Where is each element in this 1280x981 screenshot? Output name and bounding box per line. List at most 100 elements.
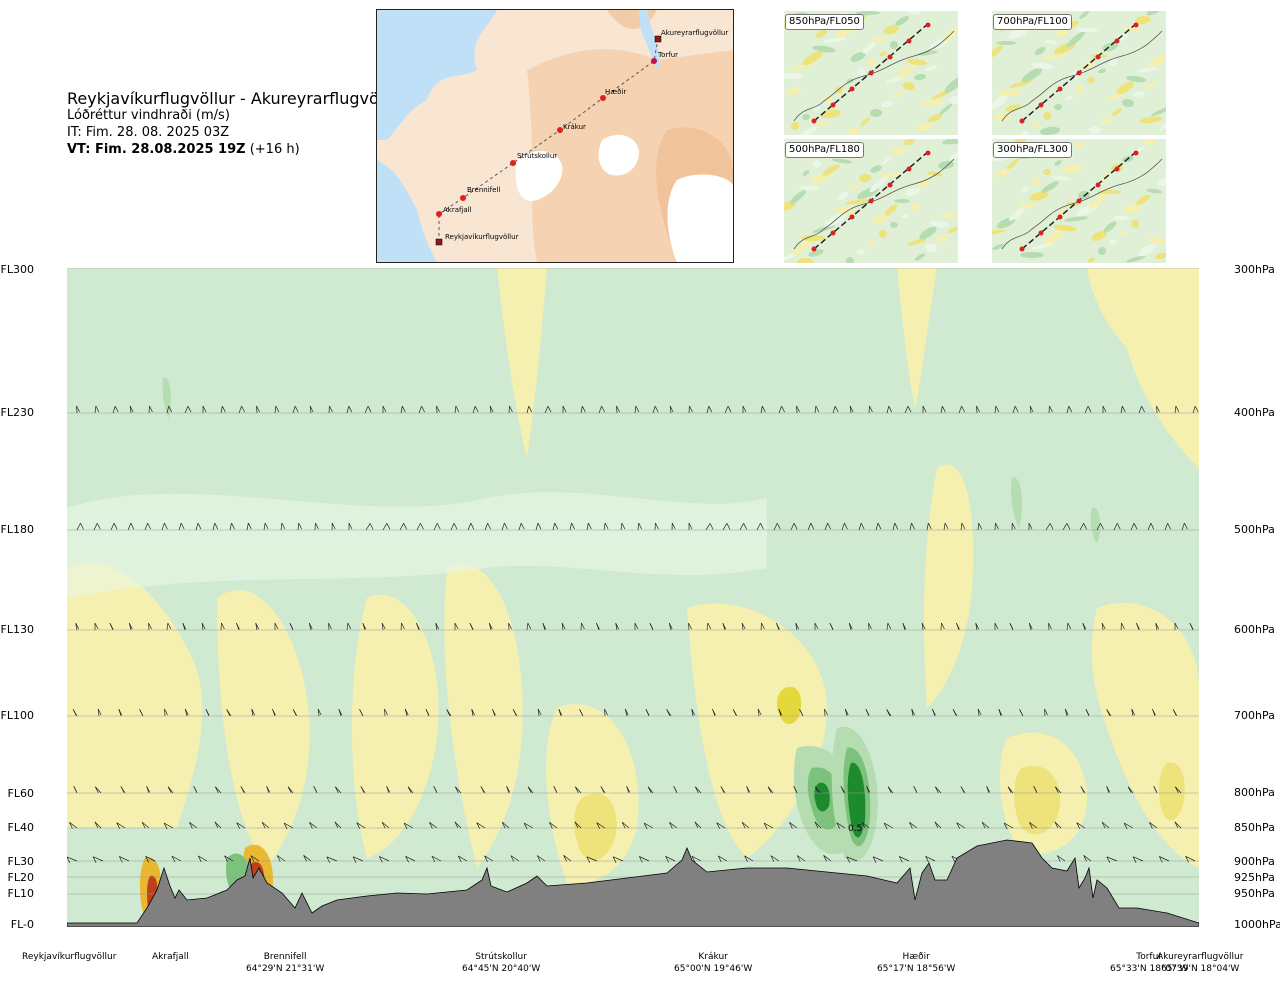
wind-barb-feather [799, 709, 803, 716]
minimap-field-blob [1031, 242, 1055, 250]
wind-barb [756, 523, 761, 531]
wind-barb-feather [1003, 822, 1008, 830]
wind-barb [739, 523, 744, 531]
wind-barb-feather [264, 522, 269, 530]
wind-barb-feather [66, 856, 71, 864]
wind-barb-feather [1067, 622, 1072, 630]
wind-barb-feather [180, 522, 185, 530]
waypoint-label: Akrafjall [152, 951, 189, 963]
minimap-field-blob [802, 113, 810, 121]
wind-barb [706, 405, 710, 414]
fl-label: FL230 [0, 406, 34, 419]
wind-barb-feather [743, 523, 747, 530]
wind-barb-feather [119, 856, 123, 863]
minimap-field-blob [1021, 67, 1043, 83]
wind-barb-feather [147, 522, 151, 530]
wind-barb-feather [934, 821, 939, 829]
wind-barb-feather [331, 522, 336, 530]
wind-barb-feather [1014, 405, 1019, 413]
wind-barb [883, 822, 894, 829]
minimap-field-blob [949, 96, 958, 104]
wind-barb-feather [1066, 523, 1071, 530]
wind-barb-feather [189, 822, 193, 829]
minimap-field-blob [860, 117, 870, 127]
wind-barb [722, 523, 728, 531]
wind-barb [161, 523, 165, 531]
wind-barb-feather [669, 405, 674, 413]
wind-barb-feather [887, 622, 892, 630]
minimap-850-svg [784, 11, 958, 135]
wind-barb-feather [469, 623, 474, 630]
wind-barb-feather [1106, 856, 1111, 864]
wind-barb [934, 821, 942, 829]
wind-barb-feather [960, 786, 965, 793]
minimap-route-dot [1133, 150, 1139, 156]
waypoint-name: Akureyrarflugvöllur [1157, 952, 1244, 962]
wind-barb-feather [961, 522, 966, 530]
minimap-field-blob [1021, 187, 1029, 193]
wind-barb-feather [226, 709, 231, 716]
waypoint-name: Strútskollur [475, 952, 527, 962]
wind-barb-feather [760, 523, 764, 530]
wind-barb-feather [1136, 622, 1140, 630]
issue-time: IT: Fim. 28. 08. 2025 03Z [67, 125, 230, 140]
wind-barb-feather [298, 522, 302, 530]
neutral-zone [67, 492, 767, 598]
wind-barb-feather [561, 622, 566, 630]
wind-barb [586, 522, 589, 531]
wind-barb-feather [352, 856, 357, 863]
wind-barb [450, 523, 455, 531]
wind-barb [1159, 856, 1170, 862]
minimap-field-blob [1088, 192, 1108, 210]
wind-barb-feather [1101, 821, 1106, 829]
wind-barb-feather [815, 405, 820, 413]
wind-barb [1101, 622, 1104, 631]
wind-barb [416, 523, 421, 531]
wind-barb-feather [639, 856, 643, 863]
minimap-field-blob [848, 127, 860, 135]
wind-barb [846, 856, 858, 862]
route-marker-dot [557, 127, 563, 133]
minimap-route-dot [1114, 166, 1120, 172]
downdraft-core [1159, 762, 1185, 821]
map-label-akureyri: Akureyrarflugvöllur [661, 29, 728, 37]
wind-barb-feather [789, 822, 793, 829]
wind-barb-feather [1159, 856, 1163, 863]
minimap-field-blob [1054, 103, 1062, 111]
wind-barb [455, 786, 462, 794]
minimap-field-blob [879, 230, 887, 238]
wind-barb-feather [120, 786, 125, 793]
sea-eyjafjordur [639, 10, 660, 70]
wind-barb-feather [840, 786, 845, 793]
wind-barb-feather [810, 523, 815, 530]
wind-barb [1012, 406, 1016, 414]
wind-barb-feather [214, 522, 219, 530]
wind-barb [621, 821, 630, 829]
minimap-field-blob [1131, 220, 1139, 228]
hpa-label: 1000hPa [1234, 918, 1280, 931]
wind-barb-feather [986, 785, 990, 793]
minimap-field-blob [1116, 81, 1134, 95]
wind-barb [119, 856, 130, 862]
wind-barb-feather [741, 821, 746, 829]
wind-barb [598, 406, 602, 414]
wind-barb-feather [287, 786, 292, 793]
wind-barb-feather [975, 622, 979, 630]
minimap-field-blob [1009, 207, 1025, 221]
wind-barb-feather [562, 405, 567, 413]
wind-barb [381, 622, 384, 631]
wind-barb-feather [691, 855, 696, 863]
minimap-field-blob [927, 113, 943, 123]
wind-barb [112, 406, 116, 414]
minimap-field-blob [1111, 108, 1123, 116]
wind-barb-feather [795, 622, 799, 630]
wind-barb-feather [1019, 709, 1023, 716]
wind-barb [110, 523, 115, 531]
wind-barb [303, 855, 312, 862]
wind-barb [229, 522, 232, 531]
wind-barb-feather [913, 786, 918, 793]
wind-barb [501, 523, 505, 531]
minimap-field-blob [925, 243, 937, 253]
wind-barb-feather [435, 622, 439, 630]
minimap-field-blob [1020, 252, 1044, 258]
